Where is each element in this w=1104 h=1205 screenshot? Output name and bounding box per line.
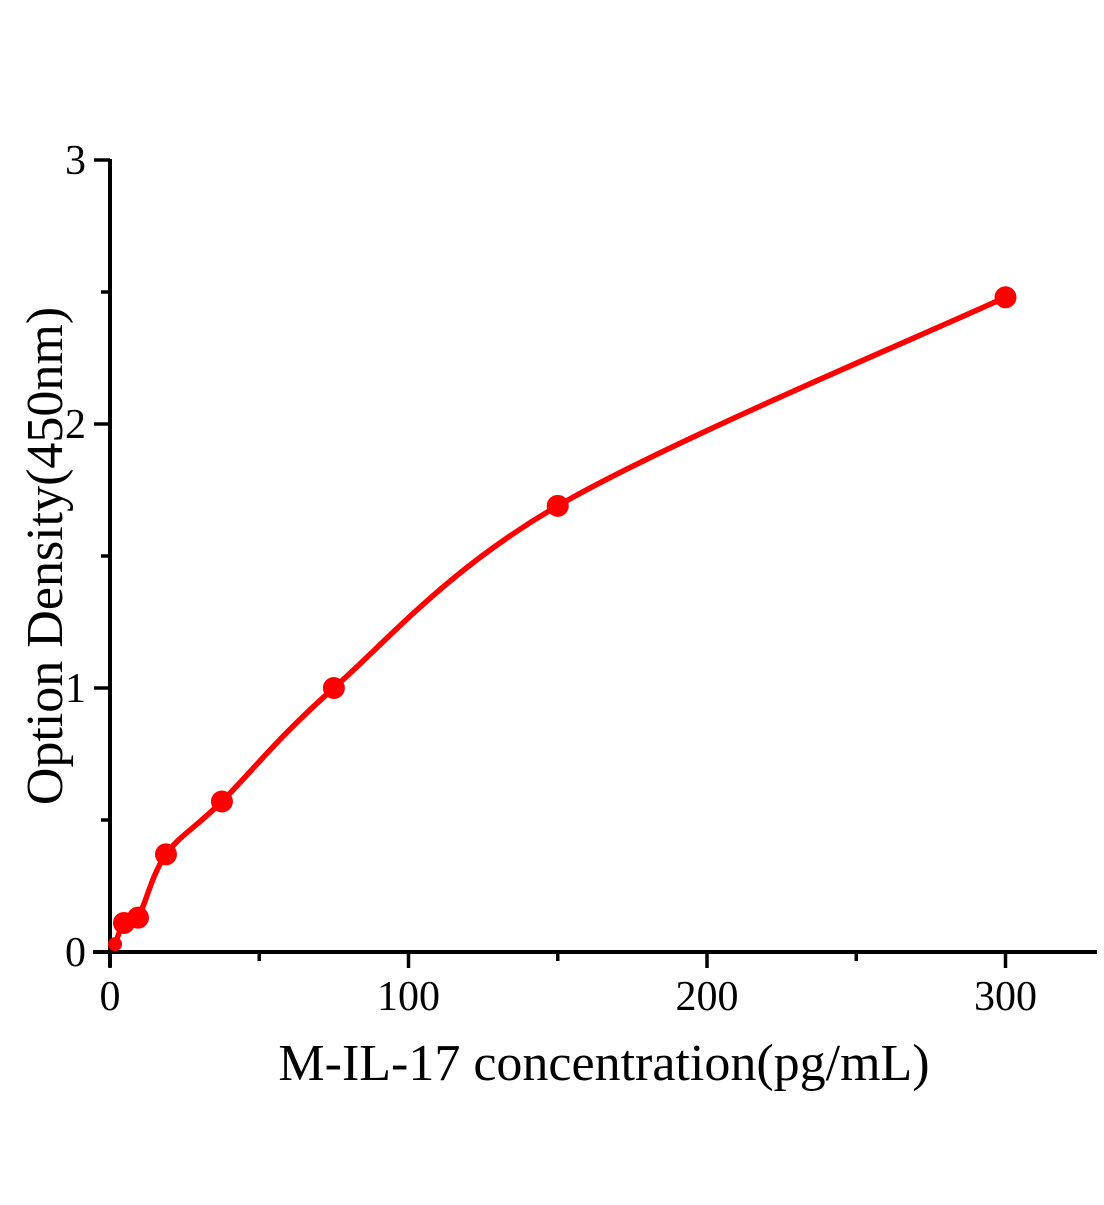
y-axis-title: Option Density(450nm) <box>17 307 74 805</box>
y-tick-label: 1 <box>65 666 86 712</box>
y-tick-label: 3 <box>65 138 86 184</box>
x-tick-label: 200 <box>676 974 739 1020</box>
x-tick-label: 300 <box>974 974 1037 1020</box>
data-point <box>994 286 1017 309</box>
data-points <box>108 286 1017 952</box>
x-tick-label: 100 <box>377 974 440 1020</box>
axes <box>93 159 1097 967</box>
axis-ticks <box>94 158 1008 968</box>
data-point <box>154 843 177 866</box>
data-point <box>126 906 149 929</box>
y-tick-label: 0 <box>65 930 86 976</box>
fitted-curve <box>112 294 1009 947</box>
data-point <box>210 790 233 813</box>
axis-tick-labels: 0 100 200 300 0 1 2 3 <box>65 138 1037 1020</box>
data-point <box>546 494 569 517</box>
data-point <box>322 677 345 699</box>
x-tick-label: 0 <box>100 974 121 1020</box>
x-axis-title: M-IL-17 concentration(pg/mL) <box>278 1035 929 1092</box>
near-zero-data-point <box>108 937 123 952</box>
y-tick-label: 2 <box>65 402 86 448</box>
standard-curve-path <box>112 294 1009 947</box>
